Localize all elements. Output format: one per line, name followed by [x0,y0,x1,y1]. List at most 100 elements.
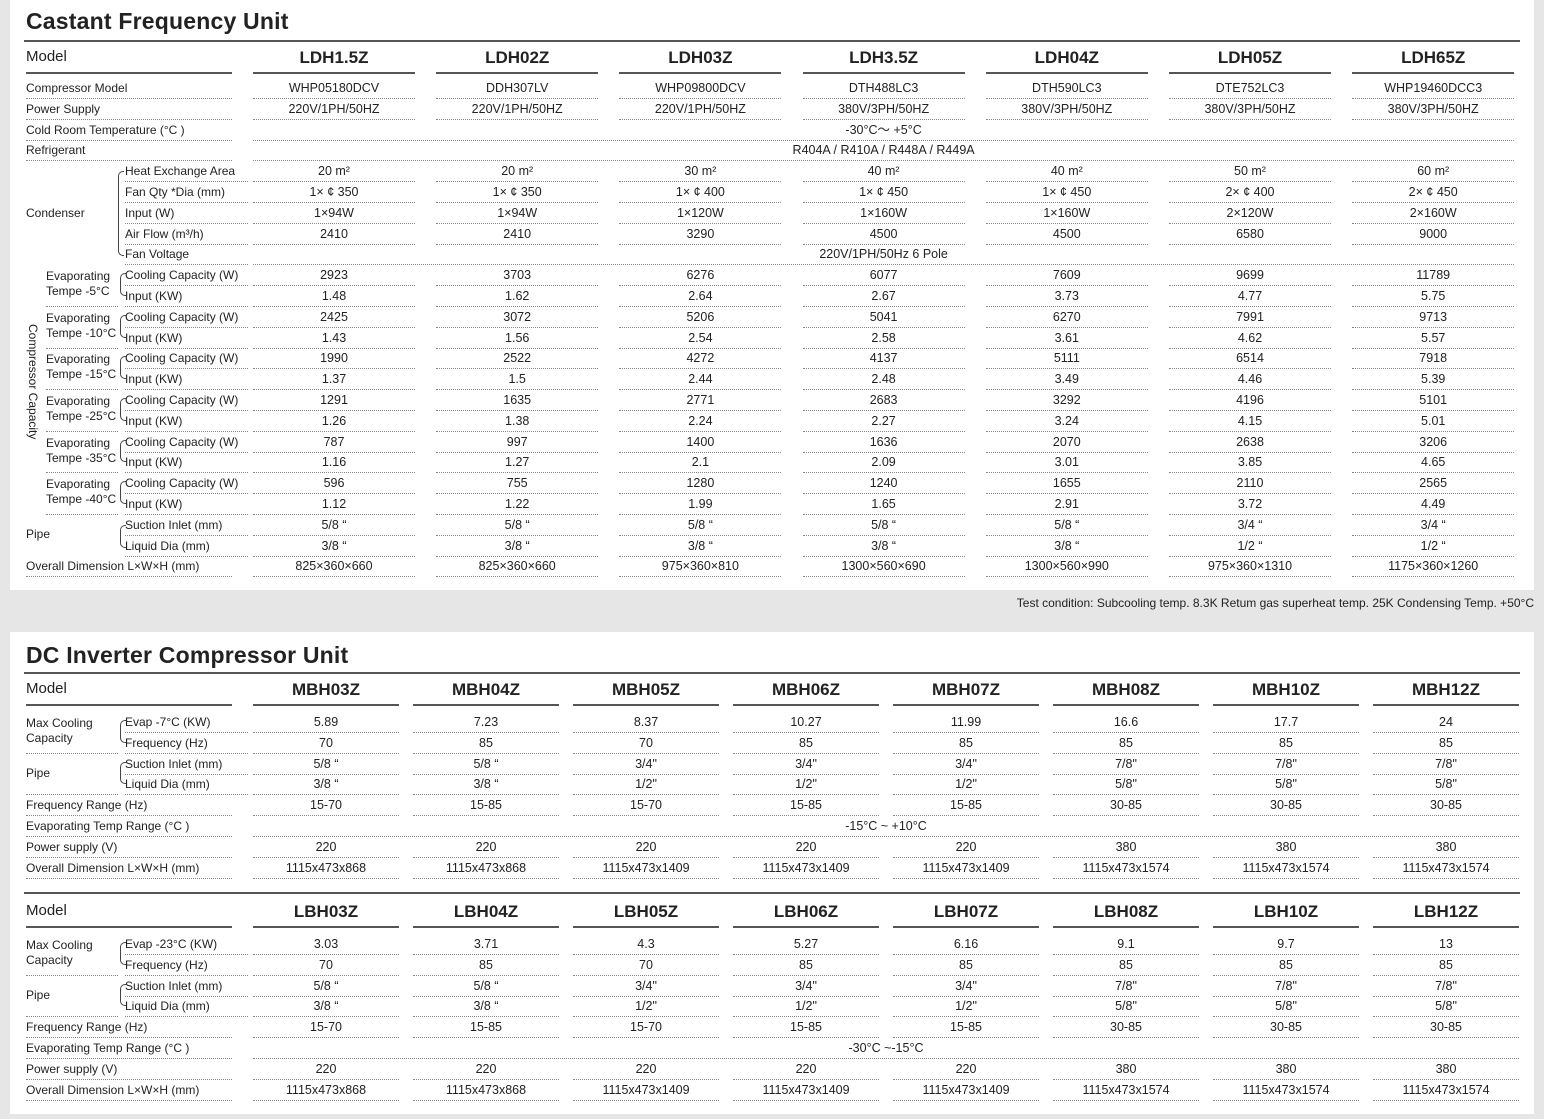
brace [120,439,126,463]
cell-value: 1115x473x1409 [733,858,879,879]
cell-value: 3703 [436,265,599,287]
cell-value: 380 [1213,1059,1359,1080]
cell-value: 1115x473x1574 [1053,1080,1199,1101]
cell-value: 15-70 [253,1017,399,1039]
sub-label: Suction Inlet (mm) [125,976,248,997]
table-row: Cooling Capacity (W) 1291 1635 2771 2683 3292… [10,390,1534,411]
cell-value: 5.39 [1352,369,1515,391]
cell-value: 1/2" [893,774,1039,796]
cell-value: 7/8" [1373,976,1519,997]
cell-value: 755 [436,473,599,495]
cell-value: 1115x473x868 [413,1080,559,1101]
cell-value: 220V/1PH/50HZ [253,99,415,120]
model-name: LDH3.5Z [802,44,965,74]
cell-value: DTH590LC3 [985,78,1148,99]
cell-value: 2.67 [802,286,965,307]
model-name: LDH05Z [1169,44,1331,74]
divider [24,40,1520,42]
table-row: Frequency (Hz) 70 85 70 85 85 85 85 85 [10,733,1534,754]
model-name: LBH03Z [253,898,399,928]
cell-value: 3.85 [1169,452,1331,474]
cell-value: 1115x473x1409 [573,1080,719,1101]
cell-value: 1×120W [619,203,782,224]
cell-value: 15-70 [253,795,399,817]
cell-value: 30 m² [619,161,782,183]
row-label: Evaporating Temp Range (°C ) [26,1038,232,1059]
table-row: Liquid Dia (mm) 3/8 “3/8 “3/8 “3/8 “3/8 “… [10,536,1534,557]
cell-value: 5/8 “ [253,754,399,775]
cell-value: 1.5 [436,369,599,391]
cell-value: 5/8 “ [802,515,965,536]
cell-value: 220 [573,1059,719,1080]
cell-value: 85 [733,955,879,976]
table-row: Refrigerant R404A / R410A / R448A / R449A [10,140,1534,162]
model-label: Model [26,898,232,928]
cell-value: 2× ¢ 400 [1169,182,1331,203]
cell-value: 5.27 [733,934,879,955]
model-name: LBH04Z [413,898,559,928]
table-row: Input (KW) 1.26 1.38 2.24 2.27 3.24 4.15 5.01 [10,411,1534,432]
cell-value: 30-85 [1213,1017,1359,1039]
cell-value: 3/8 “ [253,996,399,1018]
row-label: Frequency Range (Hz) [26,795,232,817]
evap-line: Tempe -25°C [46,409,117,423]
spanned-value: 220V/1PH/50Hz 6 Pole [253,244,1515,266]
cell-value: 7918 [1352,348,1515,370]
table-row: Frequency (Hz) 70 85 70 85 85 85 85 85 [10,955,1534,976]
cell-value: 220 [413,1059,559,1080]
model-name: LBH05Z [573,898,719,928]
table-row: Frequency Range (Hz) 15-70 15-85 15-70 15-85… [10,1017,1534,1039]
brace [120,398,126,421]
cell-value: 220V/1PH/50HZ [436,99,599,120]
model-header-row: Model MBH03Z MBH04Z MBH05Z MBH06Z MBH07Z MBH08… [10,676,1534,708]
model-name: MBH04Z [413,676,559,706]
cell-value: 220V/1PH/50HZ [619,99,782,120]
cell-value: 2×120W [1169,203,1331,224]
table-row: Input (KW) 1.43 1.56 2.54 2.58 3.61 4.62 5.57 [10,328,1534,349]
evap-line: Tempe -35°C [46,450,117,465]
sub-label: Heat Exchange Area [125,161,248,183]
evap-line: Evaporating [46,435,111,450]
cell-value: 7/8" [1213,754,1359,775]
table-row: Suction Inlet (mm) 5/8 “5/8 “5/8 “5/8 “5/… [10,515,1534,536]
castant-frequency-panel: Castant Frequency Unit Model LDH1.5Z LDH02… [10,0,1534,590]
cell-value: 85 [413,733,559,754]
cell-value: 1115x473x1409 [893,1080,1039,1101]
cell-value: 1×160W [985,203,1148,224]
cell-value: 7.23 [413,712,559,733]
cell-value: 1.43 [253,328,415,349]
cell-value: 3290 [619,224,782,245]
table-row: Frequency Range (Hz) 15-70 15-85 15-70 15-85… [10,795,1534,817]
divider [46,494,118,515]
cell-value: 380V/3PH/50HZ [802,99,965,120]
section-title: Castant Frequency Unit [26,8,289,34]
sub-label: Liquid Dia (mm) [125,996,248,1018]
cell-value: 15-85 [893,795,1039,817]
model-name: LBH10Z [1213,898,1359,928]
brace [120,524,126,548]
cell-value: 825×360×660 [253,556,415,578]
cell-value: 60 m² [1352,161,1515,183]
cell-value: 5.57 [1352,328,1515,349]
cell-value: 85 [733,733,879,754]
cell-value: 1115x473x1574 [1213,858,1359,879]
cell-value: 4.65 [1352,452,1515,474]
table-row: Heat Exchange Area 20 m² 20 m² 30 m² 40 m² 40… [10,161,1534,183]
cell-value: 2683 [802,390,965,411]
cell-value: 1.62 [436,286,599,307]
cell-value: 2923 [253,265,415,287]
cell-value: 2410 [253,224,415,245]
max-cooling-line: Capacity [26,731,73,745]
cell-value: 5/8" [1373,996,1519,1018]
brace [120,356,126,380]
cell-value: 4500 [802,224,965,245]
cell-value: 20 m² [253,161,415,183]
group-label-max-cooling: Max Cooling Capacity [26,716,93,746]
table-row: Cooling Capacity (W) 596 755 1280 1240 1655 21… [10,473,1534,495]
divider [26,774,118,796]
sub-label: Frequency (Hz) [125,955,248,976]
max-cooling-line: Max Cooling [26,938,93,952]
cell-value: 2.27 [802,411,965,432]
model-name: LDH65Z [1352,44,1515,74]
cell-value: 4196 [1169,390,1331,411]
